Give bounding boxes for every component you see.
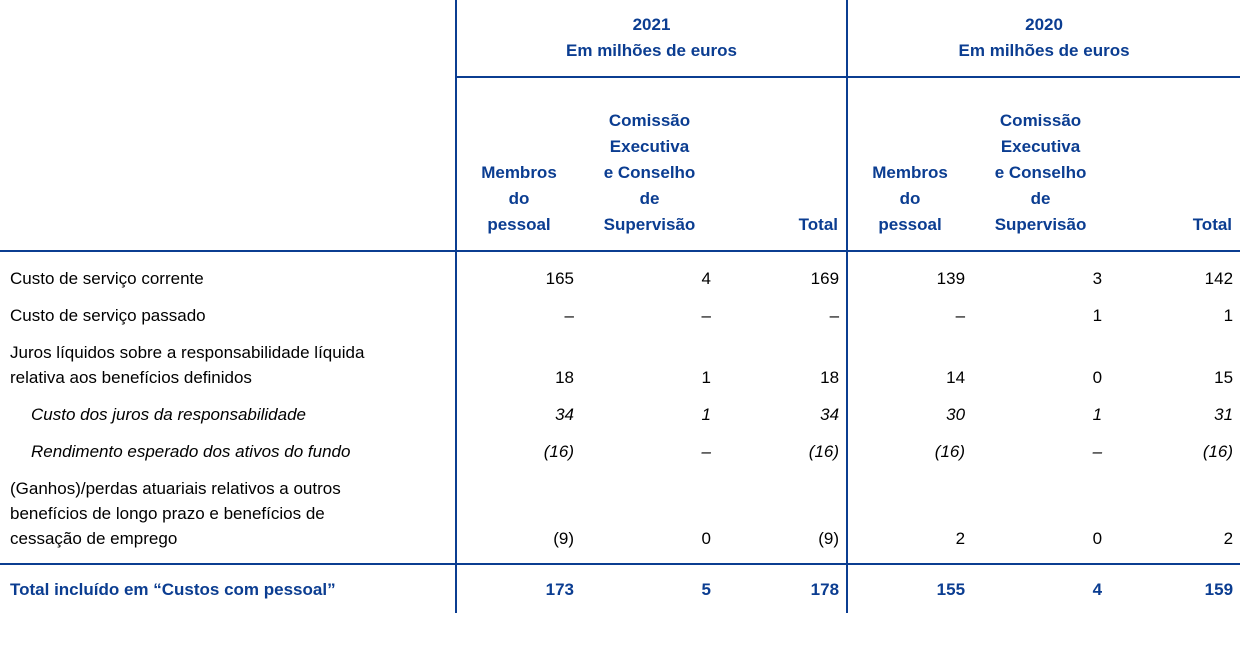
col-2021-staff: Membros do pessoal <box>455 77 581 252</box>
cell-value: 2 <box>846 476 973 564</box>
row-label: Rendimento esperado dos ativos do fundo <box>31 442 351 461</box>
total-label: Total incluído em “Custos com pessoal” <box>0 563 456 613</box>
cell-value: 4 <box>701 269 711 288</box>
col-2020-total: Total <box>1109 77 1240 252</box>
table-row: Juros líquidos sobre a responsabilidade … <box>0 340 1240 402</box>
table-row: (Ganhos)/perdas atuariais relativos a ou… <box>0 476 1240 564</box>
cell-value: (9) <box>818 529 840 548</box>
total-value: 178 <box>718 563 848 613</box>
table-row: Rendimento esperado dos ativos do fundo … <box>0 439 1240 476</box>
col-2020-board: Comissão Executiva e Conselho de Supervi… <box>972 77 1110 252</box>
row-label: Custo de serviço corrente <box>10 269 204 288</box>
row-label: Custo de serviço passado <box>10 306 206 325</box>
col-2020-staff: Membros do pessoal <box>846 77 973 252</box>
total-value: 4 <box>972 563 1110 613</box>
cell-value: – <box>829 306 840 325</box>
table-row: Custo de serviço corrente 165 4 169 139 … <box>0 251 1240 303</box>
cell-value: 34 <box>820 405 840 424</box>
cell-value: – <box>701 306 711 325</box>
year-header-row: 2021 Em milhões de euros 2020 Em milhões… <box>0 0 1240 78</box>
total-value: 173 <box>455 563 581 613</box>
total-value: 155 <box>846 563 973 613</box>
cell-value: 15 <box>1214 368 1234 387</box>
cell-value: 3 <box>1092 269 1103 288</box>
header-2021: 2021 Em milhões de euros <box>454 0 848 78</box>
header-label-blank <box>0 77 456 252</box>
cell-value: (16) <box>846 439 973 476</box>
cell-value: (16) <box>808 442 840 461</box>
total-value: 159 <box>1109 563 1240 613</box>
cell-value: 30 <box>846 402 973 439</box>
cell-value: 14 <box>846 340 973 402</box>
total-row: Total incluído em “Custos com pessoal” 1… <box>0 563 1240 613</box>
col-2021-total: Total <box>718 77 848 252</box>
header-2020: 2020 Em milhões de euros <box>846 0 1240 78</box>
cell-value: 1 <box>1092 306 1103 325</box>
cell-value: 1 <box>701 405 711 424</box>
cell-value: 0 <box>1092 529 1103 548</box>
total-value: 5 <box>581 563 718 613</box>
row-label: (Ganhos)/perdas atuariais relativos a ou… <box>10 479 341 548</box>
cell-value: 0 <box>701 529 711 548</box>
cell-value: – <box>1092 442 1103 461</box>
cell-value: 169 <box>810 269 840 288</box>
cell-value: 2 <box>1223 529 1234 548</box>
table-row: Custo de serviço passado – – – – 1 1 <box>0 303 1240 340</box>
cell-value: 18 <box>455 340 581 402</box>
header-corner <box>0 0 456 77</box>
unit-2020: Em milhões de euros <box>958 41 1130 60</box>
col-2021-board: Comissão Executiva e Conselho de Supervi… <box>581 77 718 252</box>
cell-value: 0 <box>1092 368 1103 387</box>
cell-value: – <box>846 303 973 340</box>
year-2021: 2021 <box>632 15 671 34</box>
cell-value: – <box>455 303 581 340</box>
cell-value: 1 <box>1092 405 1103 424</box>
cell-value: 31 <box>1214 405 1234 424</box>
row-label: Custo dos juros da responsabilidade <box>31 405 307 424</box>
pension-cost-table: 2021 Em milhões de euros 2020 Em milhões… <box>0 0 1240 613</box>
cell-value: 142 <box>1204 269 1234 288</box>
cell-value: 18 <box>820 368 840 387</box>
row-label: Juros líquidos sobre a responsabilidade … <box>10 343 365 387</box>
column-header-row: Membros do pessoal Comissão Executiva e … <box>0 77 1240 252</box>
cell-value: (16) <box>1202 442 1234 461</box>
cell-value: 139 <box>846 251 973 303</box>
cell-value: 34 <box>455 402 581 439</box>
year-2020: 2020 <box>1025 15 1063 34</box>
table-row: Custo dos juros da responsabilidade 34 1… <box>0 402 1240 439</box>
cell-value: – <box>701 442 711 461</box>
unit-2021: Em milhões de euros <box>566 41 738 60</box>
cell-value: 1 <box>701 368 711 387</box>
cell-value: (16) <box>455 439 581 476</box>
cell-value: (9) <box>455 476 581 564</box>
cell-value: 165 <box>455 251 581 303</box>
cell-value: 1 <box>1223 306 1234 325</box>
